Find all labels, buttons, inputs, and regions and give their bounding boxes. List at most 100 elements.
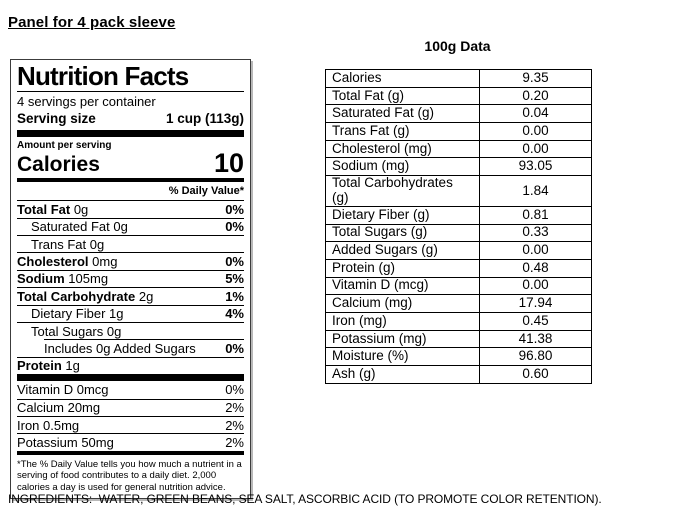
table-cell-value: 9.35: [479, 69, 592, 88]
table-row: Vitamin D (mcg) 0.00: [325, 276, 592, 296]
divider-medium: [17, 450, 244, 455]
table-cell-value: 0.00: [479, 122, 592, 141]
ingredients-statement: INGREDIENTS: WATER, GREEN BEANS, SEA SAL…: [8, 492, 602, 506]
nutrient-name: Saturated Fat: [31, 219, 110, 235]
table-cell-label: Total Sugars (g): [325, 223, 480, 243]
table-cell-label: Total Carbohydrates (g): [325, 175, 480, 207]
nutrient-dv: 0%: [225, 340, 244, 356]
nutrient-name: Iron: [17, 417, 40, 433]
nutrient-dv: 0%: [225, 254, 244, 270]
nutrient-row-total-fat: Total Fat 0g 0%: [17, 200, 244, 217]
table-cell-value: 0.48: [479, 258, 592, 278]
nutrient-name: Total Fat: [17, 201, 71, 217]
divider-medium: [17, 178, 244, 183]
nutrient-row-dietary-fiber: Dietary Fiber 1g 4%: [17, 304, 244, 322]
table-cell-label: Potassium (mg): [325, 329, 480, 349]
nutrient-name: Calcium: [17, 400, 64, 416]
table-cell-label: Added Sugars (g): [325, 241, 480, 260]
nutrient-row-trans-fat: Trans Fat 0g: [17, 235, 244, 252]
table-row: Moisture (%) 96.80: [325, 347, 592, 366]
table-row: Cholesterol (mg) 0.00: [325, 139, 592, 159]
nutrient-row-calcium: Calcium 20mg 2%: [17, 398, 244, 416]
table-row: Ash (g) 0.60: [325, 365, 592, 384]
table-cell-value: 0.00: [479, 276, 592, 296]
table-row: Calcium (mg) 17.94: [325, 294, 592, 313]
calories-label: Calories: [17, 153, 100, 177]
page-title: Panel for 4 pack sleeve: [8, 14, 176, 31]
serving-size-row: Serving size 1 cup (113g): [17, 110, 244, 130]
nutrient-name: Vitamin D: [17, 382, 74, 398]
table-cell-label: Vitamin D (mcg): [325, 276, 480, 296]
table-cell-label: Moisture (%): [325, 347, 480, 366]
table-cell-label: Calories: [325, 69, 480, 88]
table-cell-label: Protein (g): [325, 258, 480, 278]
daily-value-footnote: *The % Daily Value tells you how much a …: [17, 458, 242, 493]
nutrient-name: Cholesterol: [17, 254, 89, 270]
calories-row: Calories 10: [17, 147, 244, 178]
table-row: Protein (g) 0.48: [325, 258, 592, 278]
table-100g: Calories 9.35 Total Fat (g) 0.20 Saturated…: [325, 69, 592, 384]
divider-thick: [17, 129, 244, 137]
table-row: Dietary Fiber (g) 0.81: [325, 205, 592, 225]
nutrient-amount: 0.5mg: [43, 417, 80, 433]
serving-size-label: Serving size: [17, 110, 96, 126]
nutrient-row-added-sugars: Includes 0g Added Sugars 0%: [17, 339, 244, 356]
nutrient-name: Total Sugars: [31, 323, 104, 339]
table-row: Sodium (mg) 93.05: [325, 157, 592, 177]
serving-size-value: 1 cup (113g): [165, 110, 244, 126]
nutrition-facts-label: Nutrition Facts 4 servings per container…: [10, 59, 251, 500]
table-cell-value: 0.04: [479, 104, 592, 124]
nutrient-dv: 5%: [225, 271, 244, 287]
table-100g-title: 100g Data: [424, 38, 491, 54]
table-row: Iron (mg) 0.45: [325, 311, 592, 331]
nutrient-row-total-sugars: Total Sugars 0g: [17, 321, 244, 339]
table-cell-value: 41.38: [479, 329, 592, 349]
table-row: Total Sugars (g) 0.33: [325, 223, 592, 243]
table-cell-label: Total Fat (g): [325, 86, 480, 106]
table-cell-label: Saturated Fat (g): [325, 104, 480, 124]
nutrient-row-vitamin-d: Vitamin D 0mcg 0%: [17, 381, 244, 398]
nutrient-dv: 2%: [225, 435, 244, 450]
nutrient-amount: 1g: [109, 306, 124, 322]
nutrient-dv: 1%: [225, 288, 244, 304]
nutrient-name: Trans Fat: [31, 236, 87, 252]
nutrient-amount: 0g: [113, 219, 128, 235]
nutrient-amount: 105mg: [68, 271, 109, 287]
nutrient-amount: 1g: [65, 358, 80, 374]
table-cell-value: 0.60: [479, 365, 592, 384]
nutrient-dv: 0%: [225, 219, 244, 235]
nutrient-row-iron: Iron 0.5mg 2%: [17, 415, 244, 433]
table-cell-value: 0.00: [479, 241, 592, 260]
nutrient-amount: 20mg: [67, 400, 101, 416]
nutrient-row-sodium: Sodium 105mg 5%: [17, 269, 244, 287]
table-cell-value: 0.45: [479, 311, 592, 331]
table-cell-value: 93.05: [479, 157, 592, 177]
nutrition-facts-title: Nutrition Facts: [17, 63, 244, 92]
nutrient-amount: 0g: [106, 323, 122, 339]
nutrient-row-protein: Protein 1g: [17, 356, 244, 374]
nutrient-row-saturated-fat: Saturated Fat 0g 0%: [17, 217, 244, 235]
daily-value-header: % Daily Value*: [168, 185, 244, 198]
servings-per-container: 4 servings per container: [17, 94, 156, 109]
nutrient-dv: 2%: [225, 400, 244, 416]
nutrient-dv: 0%: [225, 201, 244, 217]
nutrient-name: Potassium: [17, 435, 78, 450]
table-cell-label: Calcium (mg): [325, 294, 480, 313]
table-cell-label: Dietary Fiber (g): [325, 205, 480, 225]
nutrient-dv: 0%: [225, 382, 244, 398]
nutrient-name: Protein: [17, 358, 62, 374]
table-row: Saturated Fat (g) 0.04: [325, 104, 592, 124]
table-cell-value: 1.84: [479, 175, 592, 207]
calories-value: 10: [213, 147, 244, 178]
table-cell-value: 0.20: [479, 86, 592, 106]
nutrient-amount: 0mg: [92, 254, 118, 270]
table-cell-label: Cholesterol (mg): [325, 139, 480, 159]
nutrient-row-cholesterol: Cholesterol 0mg 0%: [17, 252, 244, 269]
nutrient-amount: 2g: [138, 288, 154, 304]
table-cell-label: Trans Fat (g): [325, 122, 480, 141]
nutrient-name: Total Carbohydrate: [17, 288, 136, 304]
nutrient-amount: 50mg: [81, 435, 114, 450]
table-cell-value: 17.94: [479, 294, 592, 313]
nutrient-name: Dietary Fiber: [31, 306, 106, 322]
amount-per-serving-label: Amount per serving: [17, 139, 112, 151]
